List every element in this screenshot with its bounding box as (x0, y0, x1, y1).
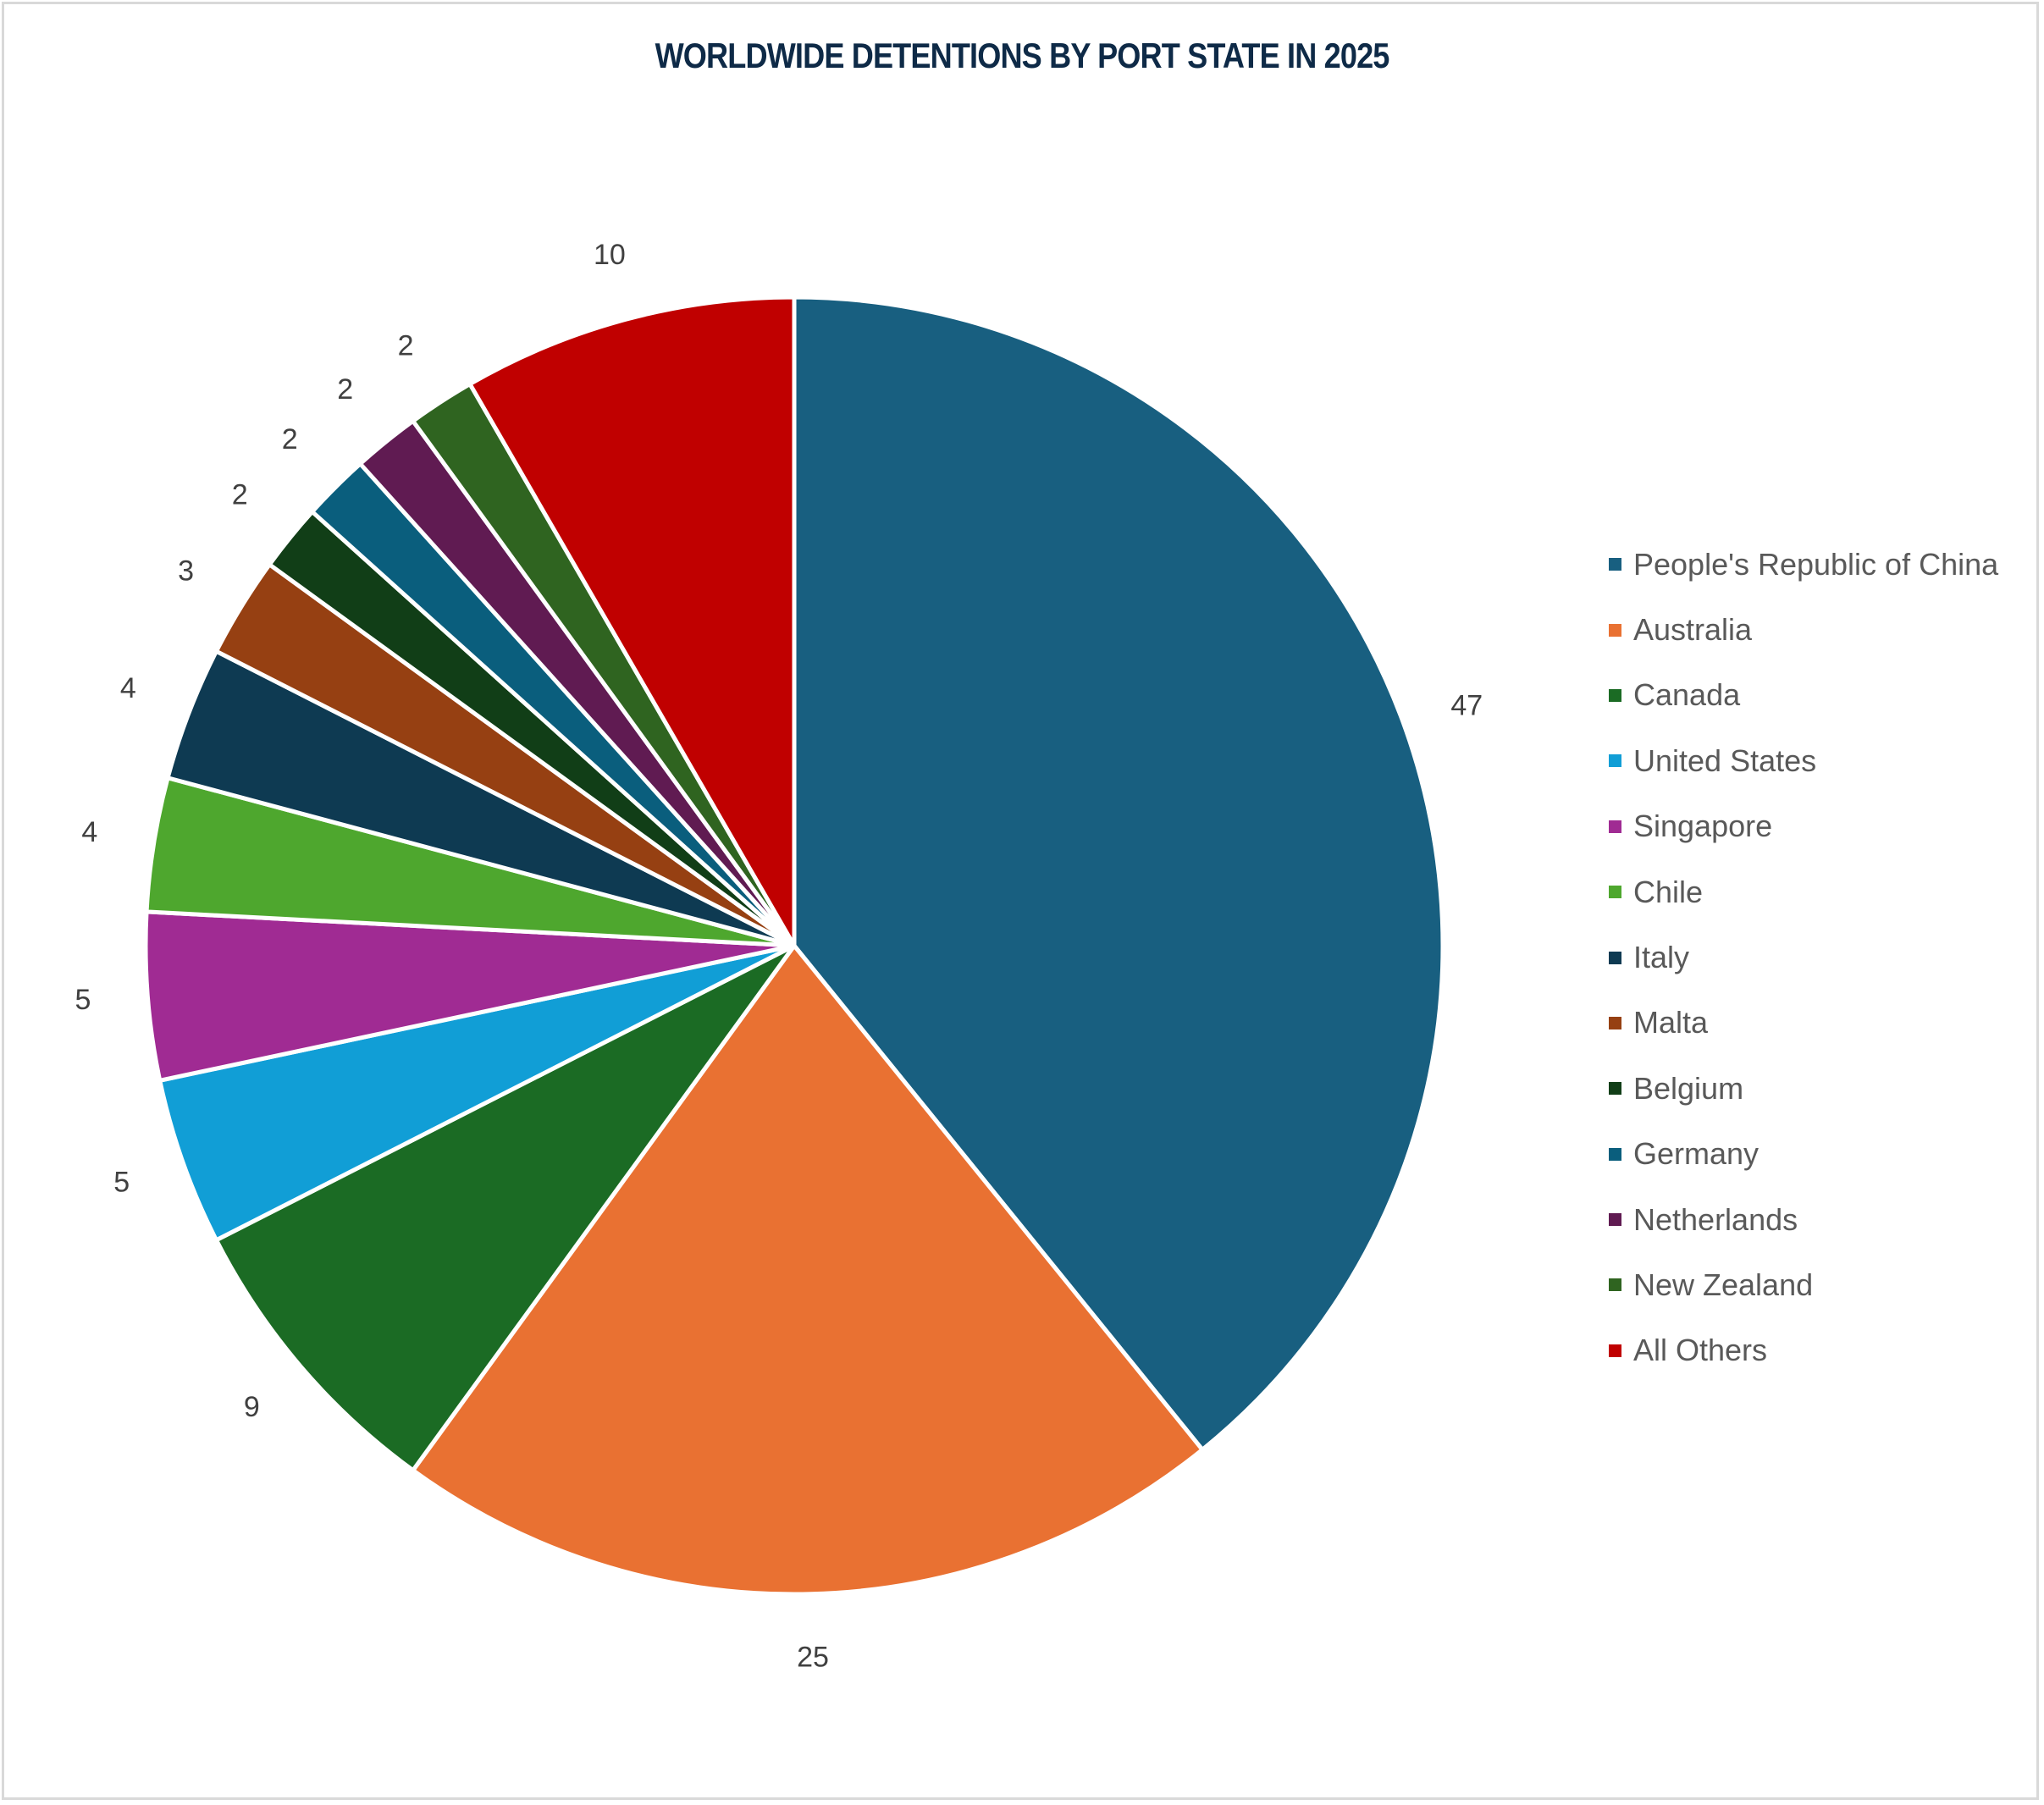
legend-label: Australia (1633, 612, 1753, 648)
legend-item-new-zealand: New Zealand (1609, 1252, 1998, 1317)
pie-slice-people-s-republic-of-china (792, 295, 1445, 1452)
legend-item-australia: Australia (1609, 597, 1998, 662)
chart-title: WORLDWIDE DETENTIONS BY PORT STATE IN 20… (0, 36, 2044, 76)
data-label-italy: 4 (120, 672, 136, 704)
data-label-people-s-republic-of-china: 47 (1450, 690, 1483, 722)
legend-swatch (1609, 1147, 1621, 1161)
legend-swatch (1609, 886, 1621, 899)
data-label-chile: 4 (81, 816, 97, 848)
pie-slice-all-others (467, 295, 797, 948)
legend-swatch (1609, 1278, 1621, 1292)
data-label-singapore: 5 (75, 984, 91, 1016)
legend-label: Malta (1633, 1005, 1709, 1040)
pie-slice-united-states (157, 943, 797, 1243)
legend-swatch (1609, 951, 1621, 964)
legend-item-chile: Chile (1609, 859, 1998, 925)
legend-item-canada: Canada (1609, 663, 1998, 728)
data-label-all-others: 10 (594, 239, 626, 271)
legend-item-all-others: All Others (1609, 1318, 1998, 1383)
data-label-united-states: 5 (113, 1166, 130, 1198)
legend-label: All Others (1633, 1333, 1768, 1368)
legend-label: Canada (1633, 677, 1741, 713)
legend-swatch (1609, 688, 1621, 702)
legend-item-germany: Germany (1609, 1122, 1998, 1187)
legend-label: People's Republic of China (1633, 546, 1999, 582)
data-label-new-zealand: 2 (398, 329, 414, 362)
legend-item-netherlands: Netherlands (1609, 1187, 1998, 1252)
data-label-belgium: 2 (232, 479, 248, 511)
legend-swatch (1609, 1344, 1621, 1357)
legend-label: United States (1633, 742, 1817, 778)
legend-label: New Zealand (1633, 1267, 1814, 1302)
legend-swatch (1609, 623, 1621, 637)
data-label-malta: 3 (178, 555, 194, 588)
legend-label: Chile (1633, 874, 1704, 909)
legend-label: Italy (1633, 940, 1690, 975)
legend-label: Singapore (1633, 809, 1773, 844)
pie-slice-canada (213, 943, 797, 1473)
legend-swatch (1609, 558, 1621, 571)
data-label-germany: 2 (282, 423, 298, 455)
chart-title-text: WORLDWIDE DETENTIONS BY PORT STATE IN 20… (655, 36, 1390, 75)
legend-label: Netherlands (1633, 1201, 1798, 1237)
data-label-netherlands: 2 (337, 373, 353, 406)
data-label-canada: 9 (244, 1391, 260, 1423)
legend-swatch (1609, 820, 1621, 833)
legend-item-people-s-republic-of-china: People's Republic of China (1609, 532, 1998, 597)
legend-swatch (1609, 1082, 1621, 1096)
legend-swatch (1609, 1016, 1621, 1029)
pie-slice-singapore (143, 909, 797, 1083)
data-label-australia: 25 (797, 1641, 829, 1673)
legend-item-singapore: Singapore (1609, 794, 1998, 859)
legend-item-malta: Malta (1609, 991, 1998, 1056)
legend-item-belgium: Belgium (1609, 1056, 1998, 1121)
legend-label: Germany (1633, 1136, 1759, 1172)
legend: People's Republic of China Australia Canad… (1609, 532, 1998, 1383)
pie-slice-australia (411, 943, 1205, 1597)
legend-item-italy: Italy (1609, 925, 1998, 990)
legend-swatch (1609, 1213, 1621, 1227)
legend-label: Belgium (1633, 1070, 1744, 1106)
legend-item-united-states: United States (1609, 728, 1998, 793)
legend-swatch (1609, 754, 1621, 768)
